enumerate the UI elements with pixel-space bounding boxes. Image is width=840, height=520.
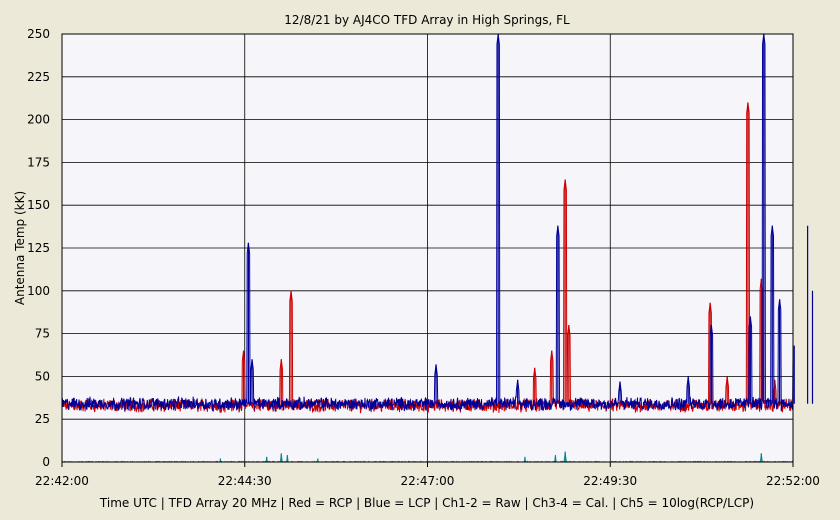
y-tick-label: 25: [35, 412, 50, 426]
y-tick-label: 175: [27, 155, 50, 169]
y-tick-label: 75: [35, 327, 50, 341]
y-tick-label: 250: [27, 27, 50, 41]
y-tick-label: 0: [42, 455, 50, 469]
y-tick-label: 125: [27, 241, 50, 255]
x-axis-label: Time UTC | TFD Array 20 MHz | Red = RCP …: [99, 496, 754, 510]
chart-title: 12/8/21 by AJ4CO TFD Array in High Sprin…: [284, 13, 570, 27]
y-tick-labels: 0 25 50 75 100 125 150 175 200 225 250: [27, 27, 50, 469]
x-tick-label: 22:47:00: [401, 474, 455, 488]
y-tick-label: 225: [27, 70, 50, 84]
y-tick-label: 50: [35, 369, 50, 383]
x-tick-label: 22:52:00: [766, 474, 820, 488]
y-tick-label: 100: [27, 284, 50, 298]
y-tick-label: 200: [27, 113, 50, 127]
y-axis-label: Antenna Temp (kK): [13, 191, 27, 305]
x-tick-label: 22:49:30: [583, 474, 637, 488]
x-tick-label: 22:42:00: [35, 474, 89, 488]
y-tick-label: 150: [27, 198, 50, 212]
data-traces: [61, 33, 814, 464]
x-tick-label: 22:44:30: [218, 474, 272, 488]
series-line-lcp: [61, 33, 794, 413]
x-tick-labels: 22:42:00 22:44:30 22:47:00 22:49:30 22:52:00: [35, 462, 820, 488]
